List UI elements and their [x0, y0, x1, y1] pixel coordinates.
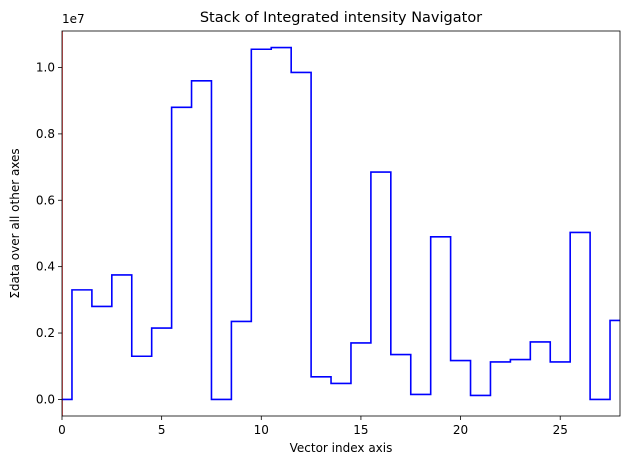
y-tick-label: 1.0 — [36, 61, 55, 75]
y-tick-label: 0.4 — [36, 260, 55, 274]
x-tick-label: 5 — [158, 423, 166, 437]
axes-frame — [61, 30, 621, 417]
x-tick-label: 25 — [553, 423, 568, 437]
x-tick-label: 10 — [254, 423, 269, 437]
y-tick-label: 0.6 — [36, 193, 55, 207]
plot-area — [62, 31, 620, 416]
y-axis: 0.0 0.2 0.4 0.6 0.8 1.0 — [36, 61, 62, 406]
x-axis: 0 5 10 15 20 25 — [58, 416, 568, 437]
y-tick-label: 0.8 — [36, 127, 55, 141]
y-tick-label: 0.2 — [36, 326, 55, 340]
y-axis-label: Σdata over all other axes — [8, 148, 22, 298]
x-tick-label: 20 — [453, 423, 468, 437]
y-offset-text: 1e7 — [62, 12, 85, 26]
x-tick-label: 0 — [58, 423, 66, 437]
x-tick-label: 15 — [353, 423, 368, 437]
x-axis-label: Vector index axis — [290, 441, 393, 455]
series-step-line — [62, 46, 620, 401]
y-tick-label: 0.0 — [36, 392, 55, 406]
chart-title: Stack of Integrated intensity Navigator — [200, 10, 482, 26]
